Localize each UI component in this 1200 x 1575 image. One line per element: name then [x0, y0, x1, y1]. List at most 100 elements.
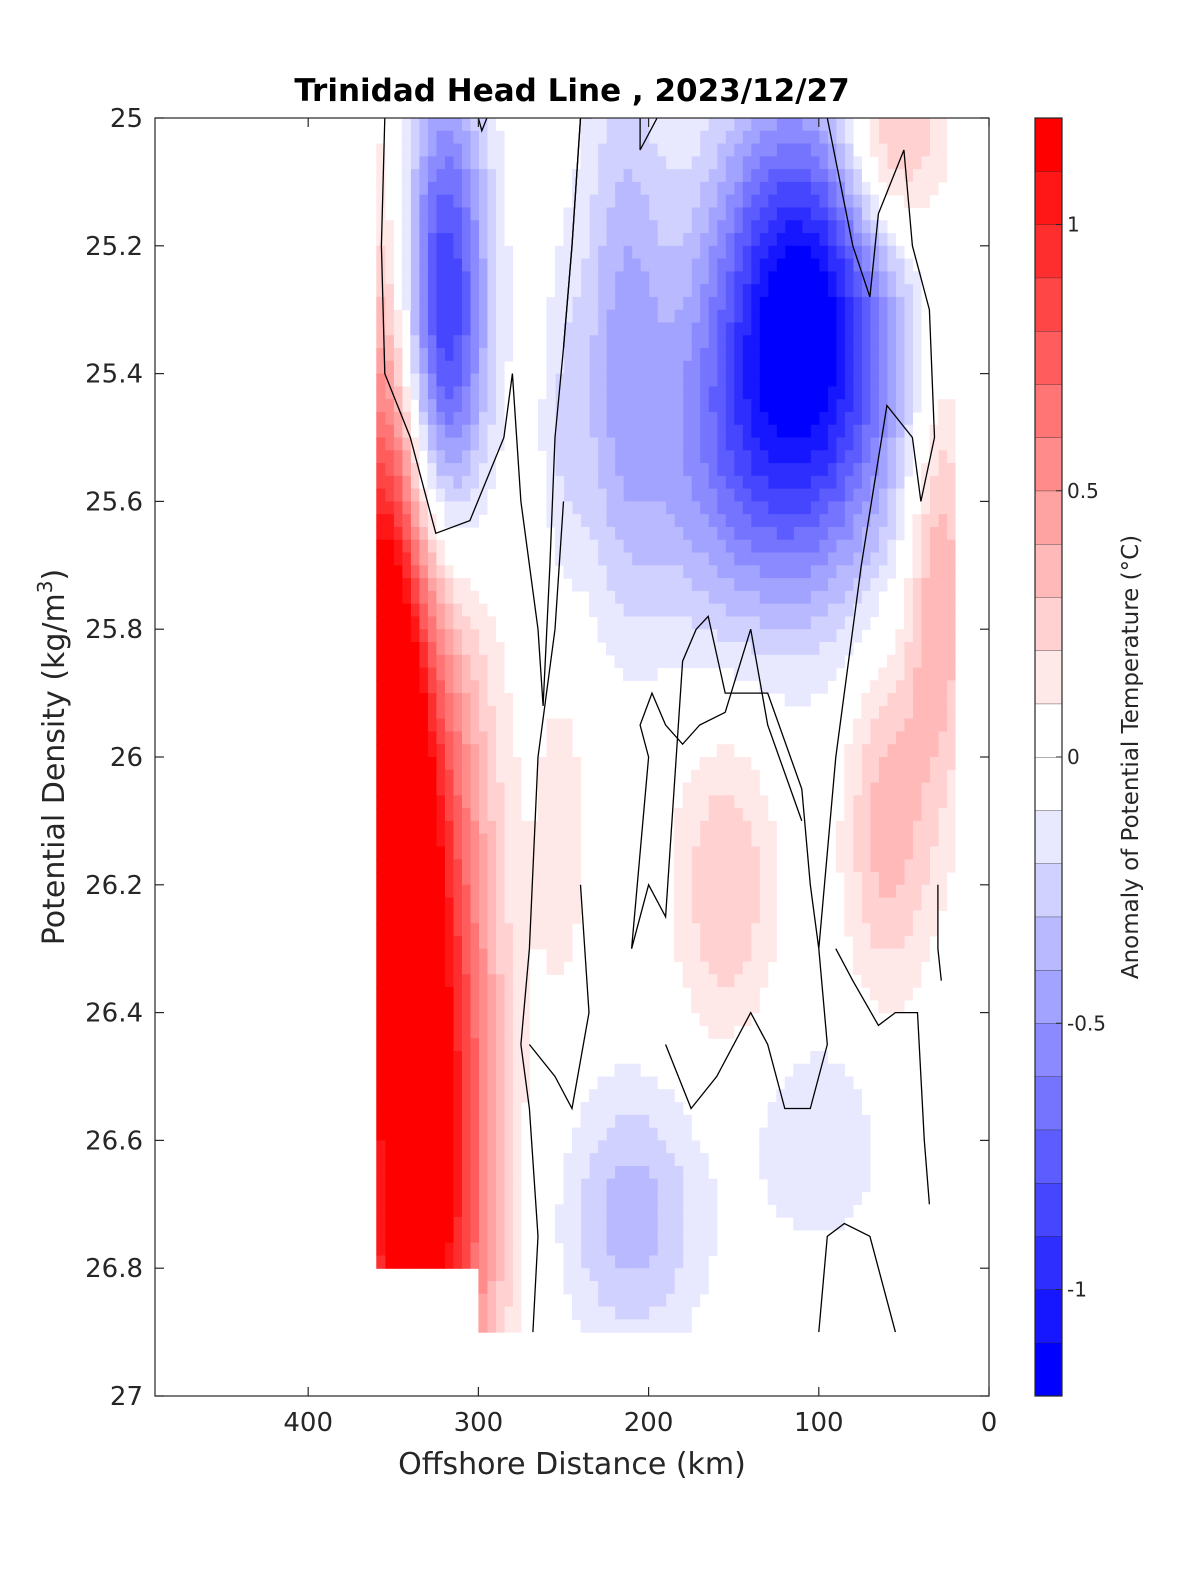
heatmap-cell	[503, 1255, 514, 1269]
heatmap-cell	[869, 795, 879, 809]
heatmap-cell	[640, 539, 650, 554]
heatmap-cell	[878, 833, 888, 848]
heatmap-cell	[486, 948, 497, 963]
heatmap-cell	[946, 488, 956, 502]
heatmap-cell	[810, 667, 820, 681]
heatmap-cell	[937, 526, 948, 541]
heatmap-cell	[376, 833, 386, 848]
heatmap-cell	[376, 1038, 386, 1052]
heatmap-cell	[912, 667, 922, 681]
heatmap-cell	[801, 501, 811, 515]
heatmap-cell	[435, 667, 445, 681]
heatmap-cell	[580, 1153, 590, 1167]
heatmap-cell	[418, 526, 428, 541]
heatmap-cell	[554, 1229, 565, 1244]
heatmap-cell	[452, 616, 462, 630]
heatmap-cell	[912, 360, 922, 375]
heatmap-cell	[665, 1242, 675, 1257]
heatmap-cell	[461, 935, 471, 950]
heatmap-cell	[631, 641, 641, 656]
heatmap-cell	[376, 1089, 386, 1103]
heatmap-cell	[699, 156, 709, 170]
heatmap-cell	[886, 910, 896, 924]
heatmap-cell	[589, 1153, 599, 1167]
y-tick-label: 25.4	[85, 360, 143, 390]
heatmap-cell	[461, 859, 471, 873]
heatmap-cell	[597, 245, 607, 260]
heatmap-cell	[674, 399, 684, 413]
heatmap-cell	[401, 744, 411, 758]
heatmap-cell	[393, 450, 403, 464]
heatmap-cell	[393, 1165, 403, 1180]
heatmap-cell	[742, 910, 752, 924]
heatmap-cell	[708, 296, 718, 311]
heatmap-cell	[844, 284, 854, 298]
heatmap-cell	[478, 181, 488, 196]
heatmap-cell	[937, 872, 948, 886]
heatmap-cell	[699, 399, 709, 413]
heatmap-cell	[478, 1038, 488, 1052]
heatmap-cell	[674, 1255, 684, 1269]
heatmap-cell	[665, 258, 675, 272]
heatmap-cell	[410, 552, 420, 566]
heatmap-cell	[759, 1140, 769, 1154]
heatmap-cell	[648, 1114, 658, 1129]
heatmap-cell	[861, 233, 871, 247]
heatmap-cell	[920, 590, 931, 605]
heatmap-cell	[852, 629, 862, 643]
heatmap-cell	[478, 1025, 488, 1039]
heatmap-cell	[401, 258, 411, 272]
heatmap-cell	[937, 859, 948, 873]
heatmap-cell	[691, 271, 701, 285]
heatmap-cell	[750, 795, 760, 809]
heatmap-cell	[435, 1165, 445, 1180]
heatmap-cell	[852, 782, 862, 796]
heatmap-cell	[427, 961, 437, 975]
heatmap-cell	[563, 373, 573, 387]
heatmap-cell	[495, 233, 505, 247]
heatmap-cell	[818, 386, 828, 400]
heatmap-cell	[810, 616, 820, 630]
heatmap-cell	[903, 974, 914, 988]
heatmap-cell	[401, 1153, 411, 1167]
heatmap-cell	[546, 437, 556, 451]
heatmap-cell	[699, 463, 709, 477]
heatmap-cell	[495, 143, 505, 157]
heatmap-cell	[920, 616, 931, 630]
heatmap-cell	[750, 846, 760, 860]
heatmap-cell	[623, 143, 633, 157]
heatmap-cell	[716, 961, 726, 975]
plot-area	[154, 117, 990, 1397]
heatmap-cell	[793, 143, 803, 157]
heatmap-cell	[657, 118, 667, 132]
heatmap-cell	[589, 590, 599, 605]
heatmap-cell	[401, 411, 411, 426]
heatmap-cell	[418, 769, 428, 784]
heatmap-cell	[742, 514, 752, 528]
heatmap-cell	[478, 1140, 488, 1154]
heatmap-cell	[529, 935, 539, 950]
heatmap-cell	[767, 667, 777, 681]
heatmap-cell	[469, 769, 479, 784]
heatmap-cell	[767, 578, 777, 592]
heatmap-cell	[716, 884, 726, 899]
heatmap-cell	[886, 923, 896, 937]
heatmap-cell	[410, 1012, 420, 1026]
heatmap-cell	[444, 1165, 454, 1180]
heatmap-cell	[614, 1102, 624, 1116]
heatmap-cell	[461, 1114, 471, 1129]
heatmap-cell	[903, 961, 914, 975]
heatmap-cell	[461, 399, 471, 413]
heatmap-cell	[469, 1063, 479, 1078]
heatmap-cell	[563, 718, 573, 733]
heatmap-cell	[827, 296, 837, 311]
heatmap-cell	[759, 961, 769, 975]
heatmap-cell	[563, 769, 573, 784]
heatmap-cell	[725, 335, 735, 349]
heatmap-cell	[427, 616, 437, 630]
heatmap-cell	[784, 143, 794, 157]
heatmap-cell	[920, 667, 931, 681]
heatmap-cell	[478, 245, 488, 260]
heatmap-cell	[461, 667, 471, 681]
heatmap-cell	[869, 680, 879, 694]
